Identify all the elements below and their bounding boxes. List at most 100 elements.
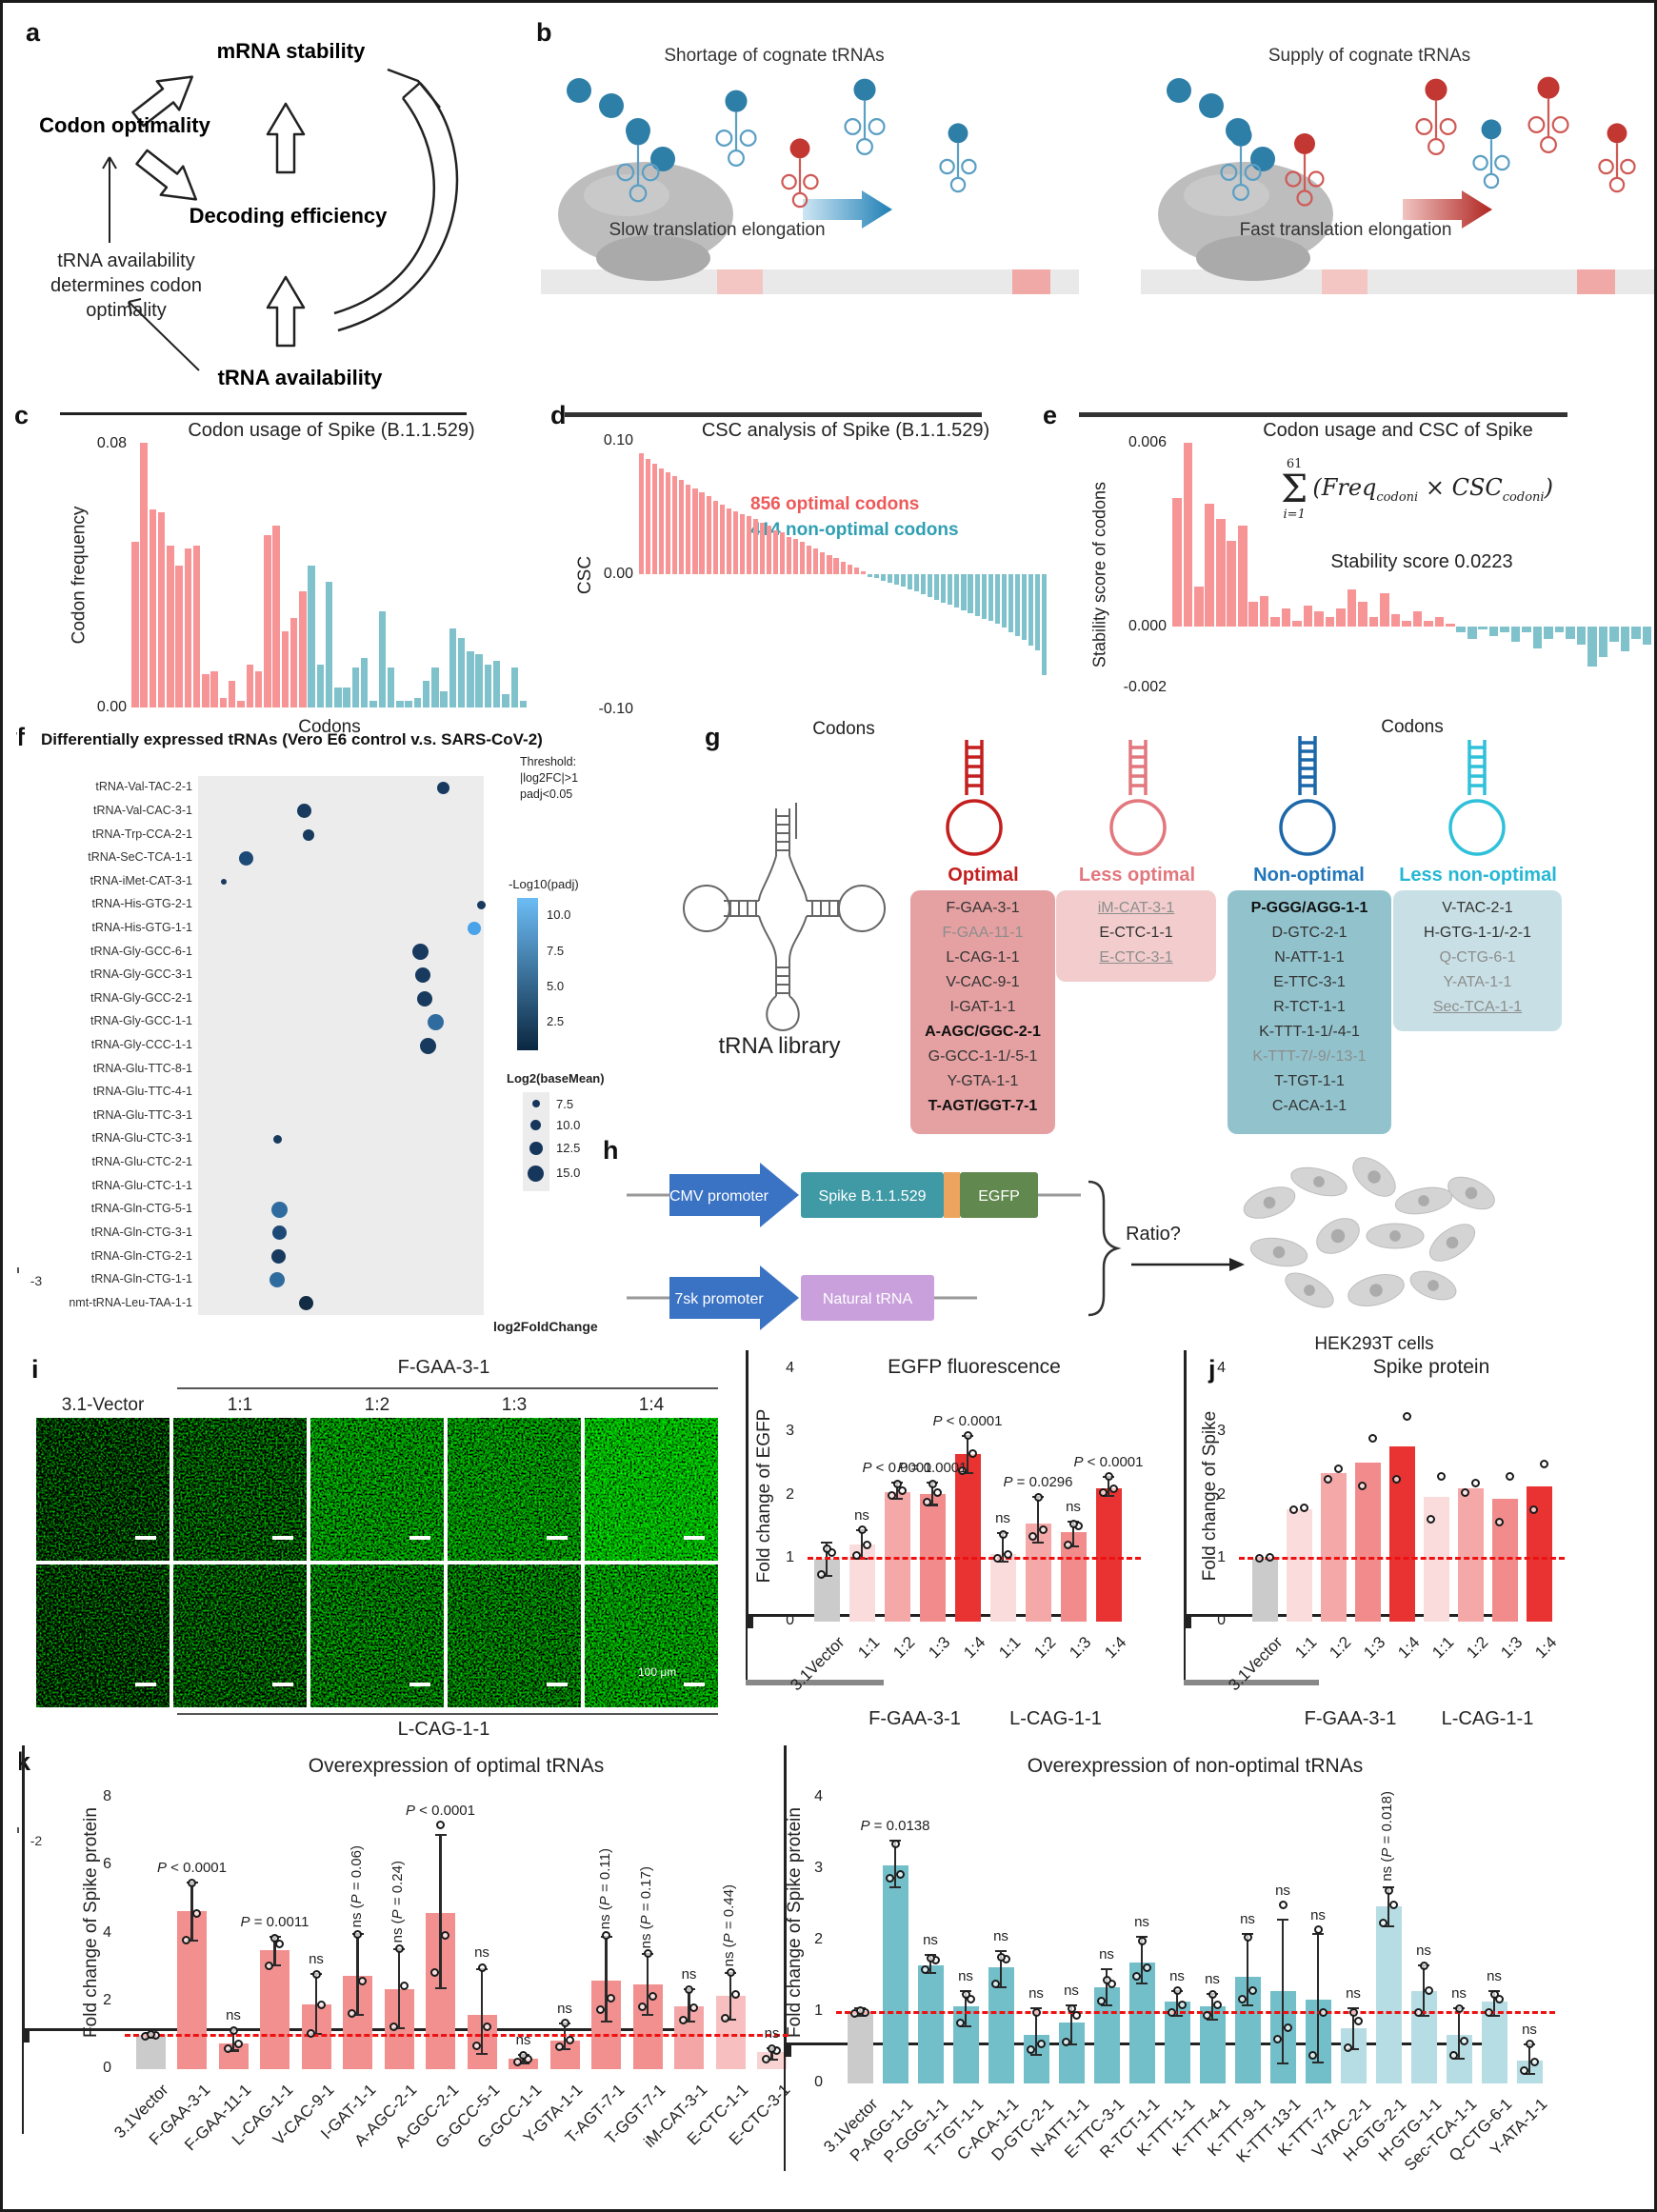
data-point <box>928 1480 937 1489</box>
data-point <box>1272 2035 1282 2043</box>
trna-list-item: A-AGC/GGC-2-1 <box>925 1024 1041 1040</box>
data-bar <box>994 574 1000 625</box>
x-tick <box>17 1267 19 1273</box>
cell-icon <box>1285 1272 1334 1308</box>
data-point <box>1243 1932 1252 1942</box>
data-bar <box>1566 627 1575 639</box>
trna-row-label: tRNA-Gly-GCC-3-1 <box>90 967 192 982</box>
data-bar <box>893 574 900 586</box>
data-bar <box>813 548 819 574</box>
chart-title: EGFP fluorescence <box>888 1356 1061 1378</box>
ribosome-icon <box>1158 162 1333 281</box>
reference-line <box>836 2010 1555 2014</box>
y-tick-label: 2 <box>786 1485 794 1503</box>
error-cap <box>725 2019 736 2022</box>
significance-label: ns (P = 0.17) <box>638 1865 654 1948</box>
data-bar <box>449 628 457 707</box>
error-cap <box>995 1950 1007 1953</box>
data-point <box>685 1984 693 1994</box>
node-trna-determines: tRNA availability determines codon optim… <box>50 250 202 321</box>
error-cap <box>517 2062 529 2064</box>
y-tick-label: 2 <box>1217 1485 1226 1503</box>
data-bar <box>652 464 658 574</box>
error-cap <box>1101 1968 1112 1971</box>
data-point <box>482 2022 491 2031</box>
data-point <box>229 2026 238 2036</box>
error-bar <box>1281 1919 1285 2063</box>
data-point <box>998 1530 1008 1540</box>
y-tick-label: 0 <box>786 1612 794 1628</box>
x-tick <box>1184 1674 1186 1680</box>
error-cap <box>1383 1925 1394 1928</box>
data-point <box>1202 2011 1211 2021</box>
data-bar <box>800 542 806 574</box>
scale-bar <box>272 1536 293 1540</box>
x-tick <box>22 2043 24 2048</box>
y-tick-label: 4 <box>1217 1360 1226 1376</box>
significance-label: ns (P = 0.11) <box>596 1848 613 1930</box>
x-tick <box>1184 1645 1186 1651</box>
error-bar <box>646 1953 649 2015</box>
error-bar <box>966 1435 969 1474</box>
significance-label: ns (P = 0.44) <box>721 1884 737 1967</box>
data-point <box>961 1989 970 1999</box>
legend-threshold: padj<0.05 <box>520 787 573 801</box>
hairpin-optimal-icon <box>946 740 1003 856</box>
data-bar <box>192 545 201 707</box>
node-codon-optimality: Codon optimality <box>39 113 210 137</box>
data-point <box>1343 2043 1352 2052</box>
data-point <box>436 1821 445 1829</box>
x-tick <box>1184 1663 1186 1668</box>
gridline-v <box>17 1288 19 1827</box>
data-bar <box>440 690 448 707</box>
cell-icon <box>1428 1224 1476 1262</box>
error-bar <box>190 1883 193 1941</box>
legend-threshold: Threshold: <box>520 755 577 768</box>
data-bar <box>264 535 271 707</box>
data-bar <box>1576 627 1587 646</box>
data-point <box>554 2043 564 2052</box>
significance-label: ns <box>854 1506 869 1524</box>
data-bar <box>989 1554 1016 1622</box>
data-point <box>1142 1963 1151 1972</box>
data-bar <box>1402 620 1411 627</box>
y-tick-label: 3 <box>786 1423 794 1440</box>
error-bar <box>1175 1990 1179 2016</box>
group-label: F-GAA-3-1 <box>1304 1708 1397 1729</box>
x-category-label: 1:1 <box>854 1633 884 1663</box>
data-point <box>1505 1472 1514 1482</box>
data-point <box>920 1964 929 1974</box>
data-bar <box>1609 627 1619 643</box>
category-optimal: Optimal <box>948 865 1019 886</box>
panel-letter-e: e <box>1043 401 1058 429</box>
data-point <box>188 1878 196 1887</box>
data-bar <box>739 513 745 574</box>
significance-label: ns <box>1310 1906 1326 1923</box>
data-bar <box>686 484 691 574</box>
data-point <box>1448 2050 1458 2060</box>
data-point <box>1068 1519 1078 1528</box>
data-bar <box>1544 627 1553 639</box>
significance-label: ns (P = 0.24) <box>389 1861 406 1943</box>
error-bar <box>1422 1965 1426 2016</box>
panel-letter-b: b <box>536 18 552 47</box>
formula-freq: Freq <box>1321 474 1377 502</box>
formula-close: ) <box>1544 474 1553 502</box>
panel-d-chart: CSC analysis of Spike (B.1.1.529) CSC 0.… <box>565 412 1084 744</box>
error-cap <box>393 2027 405 2030</box>
data-dot <box>270 1249 286 1264</box>
data-bar <box>882 1865 908 2084</box>
data-point <box>1489 1989 1499 1999</box>
scale-bar <box>684 1536 705 1540</box>
y-tick-label: 1 <box>814 2003 823 2019</box>
data-bar <box>1434 617 1445 627</box>
error-cap <box>1066 2043 1077 2045</box>
slow-arrow-icon <box>803 190 892 229</box>
data-point <box>513 2057 522 2066</box>
y-axis-label: Codon frequency <box>69 506 90 645</box>
trna-icon <box>1527 76 1569 153</box>
data-bar <box>1467 627 1477 639</box>
x-tick <box>22 2088 24 2094</box>
x-tick <box>784 2057 786 2063</box>
data-point <box>1391 1475 1401 1485</box>
